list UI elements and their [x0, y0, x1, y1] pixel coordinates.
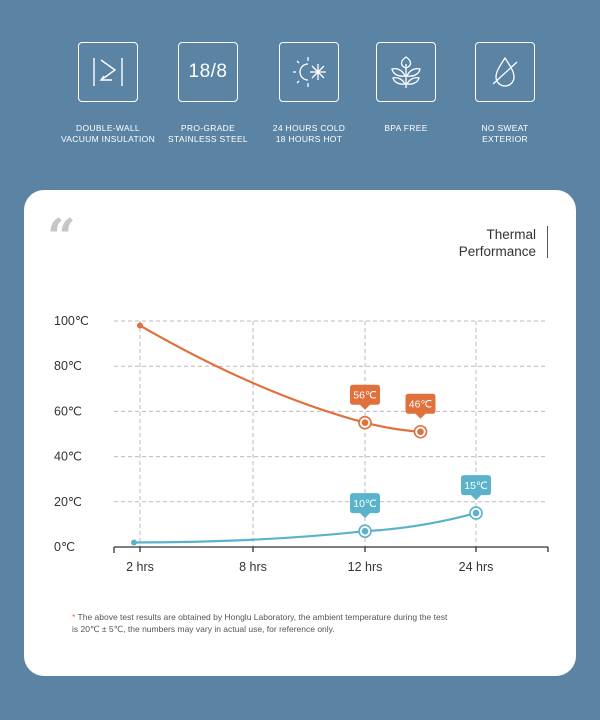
data-label: 15℃ [464, 480, 488, 492]
y-tick-label: 80℃ [54, 359, 82, 373]
y-tick-label: 0℃ [54, 540, 75, 554]
feature-strip: DOUBLE-WALL VACUUM INSULATION 18/8 PRO-G… [0, 0, 600, 180]
feature-hot-cold: 24 HOURS COLD 18 HOURS HOT [249, 42, 369, 145]
data-point-core [417, 428, 424, 436]
x-tick-label: 12 hrs [348, 560, 383, 574]
y-tick-label: 20℃ [54, 495, 82, 509]
vacuum-insulation-icon [78, 42, 138, 102]
data-label-bubble [350, 493, 380, 519]
leaf-icon [376, 42, 436, 102]
x-tick-label: 2 hrs [126, 560, 154, 574]
footnote-line: The above test results are obtained by H… [77, 612, 448, 622]
thermal-performance-card: “ Thermal Performance 0℃ 20℃ 40℃ 60℃ 80℃ 100℃… [24, 190, 576, 676]
data-label-bubble [461, 475, 491, 501]
series-start-point [131, 539, 137, 546]
quote-mark-icon: “ [47, 207, 76, 266]
feature-label: DOUBLE-WALL VACUUM INSULATION [60, 123, 156, 144]
data-point-core [361, 527, 369, 535]
footnote-star: * [72, 612, 76, 622]
sun-snowflake-icon [279, 42, 339, 102]
footnote-line: is 20℃ ± 5℃, the numbers may vary in act… [72, 624, 335, 634]
x-tick-label: 24 hrs [459, 560, 494, 574]
feature-label: BPA FREE [384, 123, 428, 133]
data-label: 10℃ [353, 498, 377, 510]
data-point-core [472, 509, 480, 517]
stainless-steel-icon: 18/8 [178, 42, 238, 102]
series-line [138, 324, 422, 433]
y-tick-label: 60℃ [54, 404, 82, 418]
feature-label: 24 HOURS COLD 18 HOURS HOT [272, 123, 346, 144]
feature-no-sweat: NO SWEAT EXTERIOR [445, 42, 565, 145]
y-tick-label: 40℃ [54, 450, 82, 464]
thermal-chart: 0℃ 20℃ 40℃ 60℃ 80℃ 100℃ 2 hrs 8 hrs 12 hrs 24 hrs… [54, 314, 549, 574]
series-line [132, 512, 478, 544]
y-tick-label: 100℃ [54, 314, 89, 328]
title-divider [546, 226, 548, 258]
series-start-point [137, 322, 143, 329]
data-label-bubble [405, 393, 436, 419]
footnote: * The above test results are obtained by… [72, 611, 552, 635]
data-point-core [361, 419, 369, 426]
feature-label: NO SWEAT EXTERIOR [481, 123, 529, 144]
x-tick-label: 8 hrs [239, 560, 267, 574]
data-label-bubble [350, 384, 380, 410]
data-label: 56℃ [353, 390, 377, 402]
no-sweat-drop-icon [475, 42, 535, 102]
feature-label: PRO-GRADE STAINLESS STEEL [168, 123, 248, 144]
card-title: Thermal Performance [458, 227, 536, 259]
feature-bpa-free: BPA FREE [346, 42, 466, 134]
feature-stainless-steel: 18/8 PRO-GRADE STAINLESS STEEL [148, 42, 268, 145]
icon-text: 18/8 [188, 61, 228, 82]
feature-vacuum-insulation: DOUBLE-WALL VACUUM INSULATION [48, 42, 168, 145]
data-label: 46℃ [409, 399, 433, 411]
